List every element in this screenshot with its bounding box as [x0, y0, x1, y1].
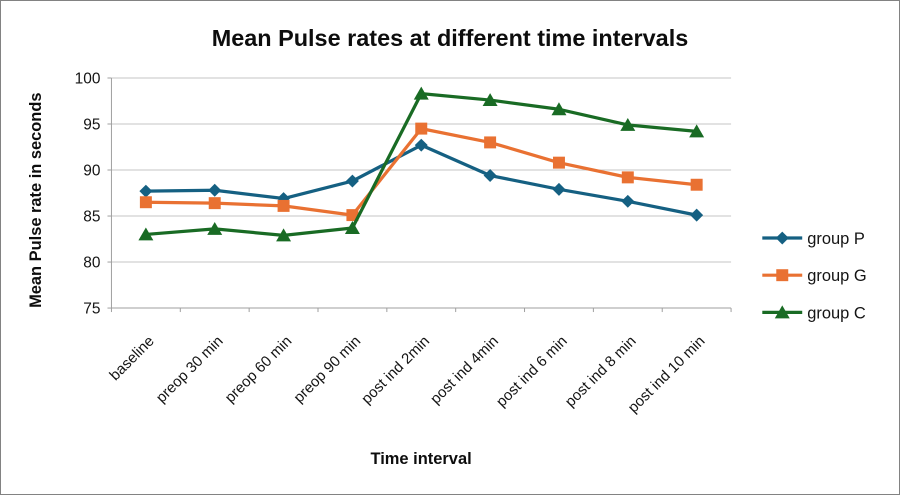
x-axis-title: Time interval [370, 450, 471, 468]
data-point-triangle [207, 221, 223, 235]
data-point-diamond [139, 184, 153, 198]
data-point-triangle [413, 86, 429, 100]
x-category-label: preop 30 min [153, 333, 227, 407]
y-tick-label: 75 [83, 301, 100, 318]
data-point-square [690, 178, 703, 191]
legend: group P group G group C [762, 230, 867, 322]
data-point-triangle [774, 305, 790, 319]
data-point-square [346, 209, 359, 222]
data-point-square [621, 171, 634, 184]
y-tick-label: 80 [83, 255, 100, 272]
data-point-diamond [208, 183, 222, 197]
x-category-label: preop 90 min [290, 333, 364, 407]
data-point-triangle [482, 93, 498, 107]
data-point-square [277, 199, 290, 212]
data-point-square [139, 196, 152, 209]
data-point-diamond [345, 174, 359, 188]
series-group-C [138, 86, 705, 242]
data-point-triangle [551, 102, 567, 116]
x-category-label: post ind 4min [427, 333, 502, 408]
y-tick-label: 100 [75, 70, 101, 87]
data-point-square [415, 122, 428, 135]
x-category-label: post ind 6 min [493, 333, 571, 411]
y-axis-title: Mean Pulse rate in seconds [27, 92, 45, 307]
x-category-label: baseline [106, 333, 157, 384]
data-point-diamond [414, 138, 428, 152]
legend-item-group-P: group P [762, 230, 865, 248]
data-point-square [776, 269, 789, 282]
data-point-triangle [620, 117, 636, 131]
legend-label: group C [807, 304, 866, 322]
data-point-triangle [276, 228, 292, 242]
series-line [144, 92, 699, 237]
data-point-diamond [552, 182, 566, 196]
data-point-triangle [138, 227, 154, 241]
data-point-square [208, 197, 221, 210]
chart-title: Mean Pulse rates at different time inter… [212, 25, 689, 51]
y-tick-label: 85 [83, 209, 100, 226]
data-point-diamond [483, 169, 497, 183]
data-point-triangle [689, 124, 705, 138]
legend-item-group-C: group C [762, 304, 866, 322]
data-point-diamond [775, 231, 789, 245]
series-group-P [139, 138, 704, 222]
legend-label: group G [807, 267, 866, 285]
x-category-label: preop 60 min [222, 333, 296, 407]
x-category-label: post ind 2min [358, 333, 433, 408]
series-group-G [139, 122, 703, 222]
legend-item-group-G: group G [762, 267, 867, 285]
data-point-triangle [344, 221, 360, 234]
data-point-square [484, 136, 497, 149]
data-point-diamond [621, 194, 635, 208]
data-point-square [552, 156, 565, 169]
data-point-diamond [690, 208, 704, 222]
legend-label: group P [807, 230, 865, 248]
x-category-label: post ind 8 min [562, 333, 640, 411]
y-tick-label: 95 [83, 116, 100, 133]
y-tick-label: 90 [83, 163, 100, 180]
